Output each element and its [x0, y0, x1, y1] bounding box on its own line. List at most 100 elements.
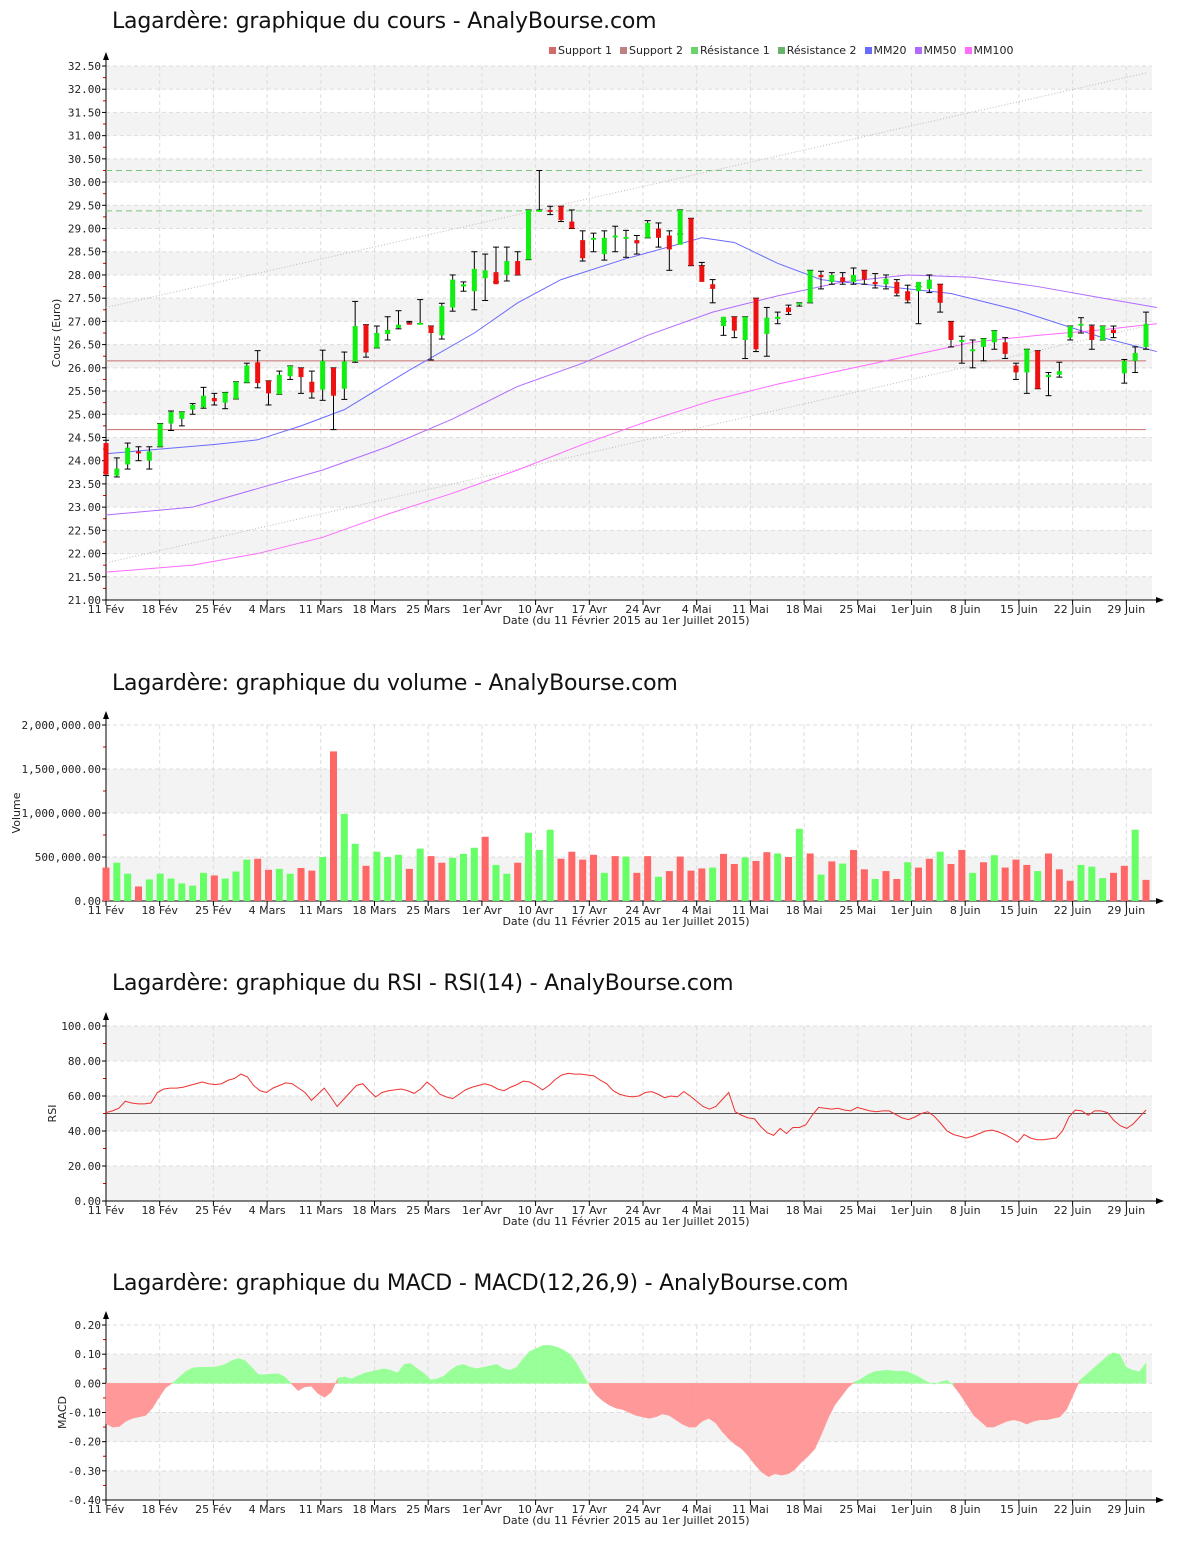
volume-bar: [135, 886, 142, 901]
y-tick-label: 28.00: [68, 269, 101, 282]
legend-label: Résistance 2: [786, 44, 857, 57]
volume-bar: [871, 879, 879, 901]
y-tick-label: 0.10: [75, 1348, 102, 1361]
candle: [612, 235, 618, 238]
y-tick-label: 0.00: [75, 1377, 102, 1390]
x-tick-label: 18 Mai: [786, 603, 823, 616]
volume-bar: [232, 871, 240, 901]
candle: [428, 326, 434, 333]
x-tick-label: 18 Mai: [786, 904, 823, 917]
volume-bar: [254, 858, 262, 901]
y-tick-label: 40.00: [68, 1125, 101, 1138]
x-tick-label: 29 Juin: [1107, 1204, 1145, 1217]
candle: [861, 270, 867, 280]
candle: [266, 380, 271, 394]
volume-bar: [785, 857, 792, 901]
x-tick-label: 25 Mars: [406, 1204, 450, 1217]
y-tick-label: -0.20: [68, 1436, 101, 1449]
volume-bar: [102, 867, 110, 901]
y-axis-label: MACD: [56, 1396, 69, 1429]
volume-bar: [405, 868, 413, 901]
x-tick-label: 4 Mai: [682, 1503, 712, 1516]
x-tick-label: 22 Juin: [1054, 1503, 1092, 1516]
legend-item: MM100: [964, 44, 1014, 57]
candle: [331, 367, 336, 396]
candle: [580, 240, 586, 259]
candle: [211, 398, 217, 402]
volume-bar: [189, 885, 197, 901]
legend-label: MM100: [973, 44, 1014, 57]
candle: [244, 365, 250, 383]
candle: [591, 237, 596, 240]
x-tick-label: 29 Juin: [1107, 1503, 1145, 1516]
candle: [959, 339, 965, 342]
x-tick-label: 18 Fév: [141, 1503, 178, 1516]
y-tick-label: 21.50: [68, 571, 101, 584]
volume-bar: [470, 847, 478, 901]
x-tick-label: 1er Avr: [462, 1204, 502, 1217]
rsi-chart: 0.00 20.00 40.00 60.00 80.00 100.00 11 Fév 18 F…: [46, 1012, 1164, 1228]
legend-swatch: [777, 47, 785, 54]
volume-bar: [698, 868, 706, 901]
candle: [222, 392, 228, 403]
x-tick-label: 11 Mars: [299, 904, 343, 917]
volume-bar: [297, 868, 305, 901]
candle: [905, 291, 911, 301]
candle: [201, 395, 206, 408]
rsi-chart-title: Lagardère: graphique du RSI - RSI(14) - …: [112, 971, 734, 996]
candle: [352, 326, 358, 362]
x-tick-label: 24 Avr: [625, 1503, 661, 1516]
candle: [298, 367, 304, 378]
candle: [536, 209, 542, 212]
price-chart-legend: Support 1 Support 2 Résistance 1 Résistance…: [549, 44, 1017, 57]
y-tick-label: 25.50: [68, 385, 101, 398]
volume-bar: [817, 874, 825, 901]
candle: [146, 451, 152, 461]
candle: [385, 329, 391, 334]
x-tick-label: 24 Avr: [625, 1204, 661, 1217]
x-tick-label: 8 Juin: [950, 603, 981, 616]
candle: [807, 270, 813, 303]
candle: [233, 381, 239, 399]
volume-bar: [1066, 880, 1074, 901]
candle: [764, 317, 770, 334]
volume-bar: [156, 873, 164, 901]
volume-bar: [265, 869, 272, 901]
x-tick-label: 1er Juin: [890, 1204, 932, 1217]
x-tick-label: 1er Juin: [890, 603, 932, 616]
volume-bar: [969, 872, 977, 901]
candle: [558, 206, 564, 221]
candle: [872, 281, 878, 285]
volume-bar: [839, 863, 847, 901]
volume-bar: [210, 875, 218, 901]
y-tick-label: 21.00: [68, 594, 101, 607]
volume-bar: [481, 836, 489, 901]
y-tick-label: 20.00: [68, 1160, 101, 1173]
x-tick-label: 25 Fév: [195, 904, 232, 917]
x-tick-label: 1er Avr: [462, 904, 502, 917]
candle: [601, 237, 607, 255]
volume-bar: [308, 870, 316, 901]
y-tick-label: 29.00: [68, 223, 101, 236]
candle: [439, 306, 445, 336]
y-tick-label: 28.50: [68, 246, 101, 259]
x-tick-label: 18 Mars: [353, 603, 397, 616]
candle: [710, 284, 716, 289]
candle: [948, 321, 954, 340]
candle: [623, 236, 629, 239]
x-tick-label: 8 Juin: [950, 904, 981, 917]
x-tick-label: 4 Mars: [249, 603, 286, 616]
volume-bar: [243, 859, 251, 901]
candle: [645, 222, 651, 238]
y-axis-label: RSI: [46, 1105, 59, 1123]
x-tick-label: 18 Mai: [786, 1204, 823, 1217]
x-tick-label: 22 Juin: [1054, 603, 1092, 616]
legend-swatch: [864, 47, 872, 54]
candle: [796, 302, 802, 305]
legend-item: Résistance 2: [777, 44, 857, 57]
rsi-line: [105, 1072, 1147, 1144]
volume-bar: [373, 851, 381, 901]
candle: [396, 324, 401, 328]
candle: [991, 330, 997, 343]
volume-bar: [936, 851, 944, 901]
